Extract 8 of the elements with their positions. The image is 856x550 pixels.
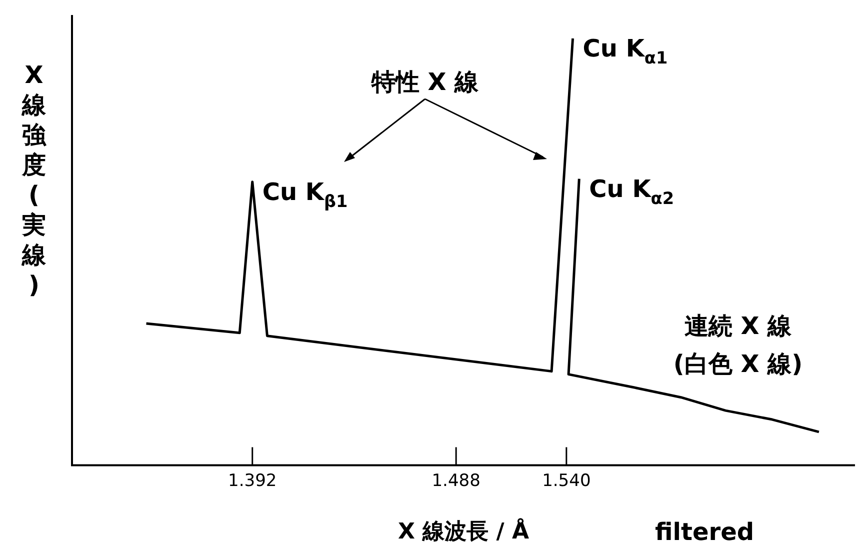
y-axis-title: X 線強度(実線) [20, 60, 48, 300]
annotation: 特性 X 線 [370, 68, 480, 96]
x-tick-label: 1.540 [542, 470, 591, 491]
x-axis-title: X 線波長 / Å [398, 518, 530, 545]
x-tick-label: 1.488 [432, 470, 480, 491]
x-tick-label: 1.392 [228, 470, 277, 491]
annotation: 連続 X 線 (白色 X 線) [673, 312, 803, 378]
text: filtered [655, 518, 754, 546]
